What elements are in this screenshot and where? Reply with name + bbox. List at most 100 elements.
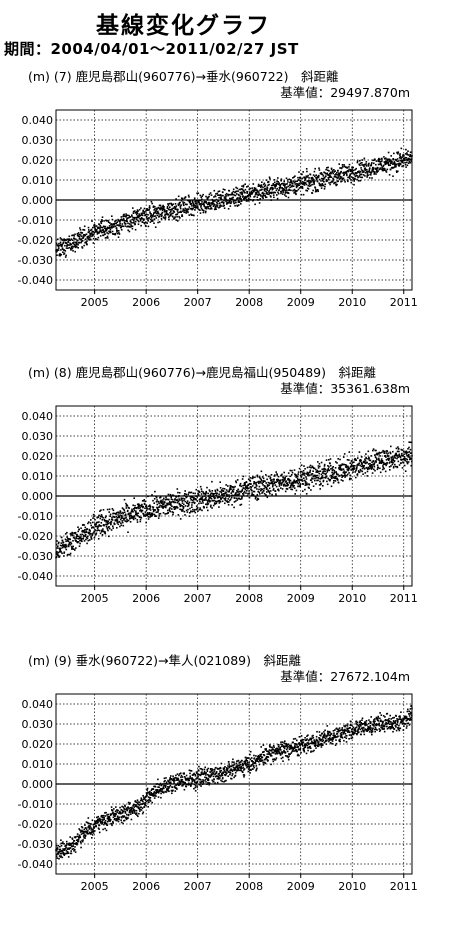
data-point — [84, 524, 86, 526]
data-point — [57, 239, 59, 241]
data-point — [227, 775, 229, 777]
data-point — [408, 154, 410, 156]
data-point — [180, 208, 182, 210]
data-point — [183, 500, 185, 502]
data-point — [264, 195, 266, 197]
data-point — [262, 757, 264, 759]
data-point — [241, 497, 243, 499]
data-point — [90, 236, 92, 238]
data-point — [273, 197, 275, 199]
data-point — [289, 179, 291, 181]
data-point — [185, 505, 187, 507]
data-point — [258, 492, 260, 494]
data-point — [260, 479, 262, 481]
data-point — [119, 807, 121, 809]
data-point — [160, 513, 162, 515]
data-point — [79, 829, 81, 831]
y-tick-label: 0.020 — [22, 154, 54, 167]
data-point — [58, 243, 60, 245]
data-point — [150, 792, 152, 794]
data-point — [153, 788, 155, 790]
data-point — [250, 758, 252, 760]
data-point — [405, 460, 407, 462]
data-point — [66, 532, 68, 534]
data-point — [318, 473, 320, 475]
data-point — [335, 480, 337, 482]
data-point — [294, 493, 296, 495]
data-point — [174, 498, 176, 500]
data-point — [339, 475, 341, 477]
data-point — [218, 197, 220, 199]
data-point — [189, 776, 191, 778]
data-point — [234, 497, 236, 499]
data-point — [241, 498, 243, 500]
data-point — [256, 488, 258, 490]
data-point — [339, 176, 341, 178]
data-point — [292, 472, 294, 474]
data-point — [91, 220, 93, 222]
data-point — [368, 163, 370, 165]
data-point — [205, 781, 207, 783]
data-point — [351, 169, 353, 171]
data-point — [108, 233, 110, 235]
data-point — [306, 478, 308, 480]
data-point — [142, 212, 144, 214]
data-point — [79, 236, 81, 238]
data-point — [339, 167, 341, 169]
page-title: 基線変化グラフ — [96, 6, 271, 40]
data-point — [223, 205, 225, 207]
data-point — [354, 471, 356, 473]
data-point — [400, 457, 402, 459]
data-point — [212, 769, 214, 771]
data-point — [200, 206, 202, 208]
data-point — [240, 196, 242, 198]
data-point — [377, 469, 379, 471]
data-point — [65, 256, 67, 258]
data-point — [348, 459, 350, 461]
data-point — [398, 451, 400, 453]
data-point — [96, 225, 98, 227]
data-point — [274, 179, 276, 181]
data-point — [284, 748, 286, 750]
data-point — [377, 167, 379, 169]
data-point — [118, 512, 120, 514]
data-point — [83, 536, 85, 538]
data-point — [265, 184, 267, 186]
data-point — [372, 169, 374, 171]
data-point — [277, 177, 279, 179]
data-point — [206, 487, 208, 489]
data-point — [224, 189, 226, 191]
data-point — [74, 849, 76, 851]
data-point — [83, 538, 85, 540]
data-point — [224, 770, 226, 772]
data-point — [265, 748, 267, 750]
data-point — [194, 199, 196, 201]
data-point — [175, 785, 177, 787]
data-point — [379, 159, 381, 161]
data-point — [340, 467, 342, 469]
data-point — [243, 185, 245, 187]
data-point — [162, 499, 164, 501]
data-point — [354, 178, 356, 180]
data-point — [278, 490, 280, 492]
data-point — [132, 207, 134, 209]
data-point — [351, 464, 353, 466]
data-point — [68, 856, 70, 858]
data-point — [326, 459, 328, 461]
data-point — [230, 205, 232, 207]
y-tick-label: -0.020 — [18, 234, 53, 247]
data-point — [216, 495, 218, 497]
data-point — [367, 173, 369, 175]
data-point — [353, 184, 355, 186]
data-point — [337, 170, 339, 172]
data-point — [244, 774, 246, 776]
data-point — [149, 205, 151, 207]
data-point — [135, 229, 137, 231]
data-point — [290, 480, 292, 482]
data-point — [395, 466, 397, 468]
data-point — [202, 194, 204, 196]
data-point — [319, 481, 321, 483]
data-point — [405, 164, 407, 166]
data-point — [407, 456, 409, 458]
data-point — [58, 247, 60, 249]
